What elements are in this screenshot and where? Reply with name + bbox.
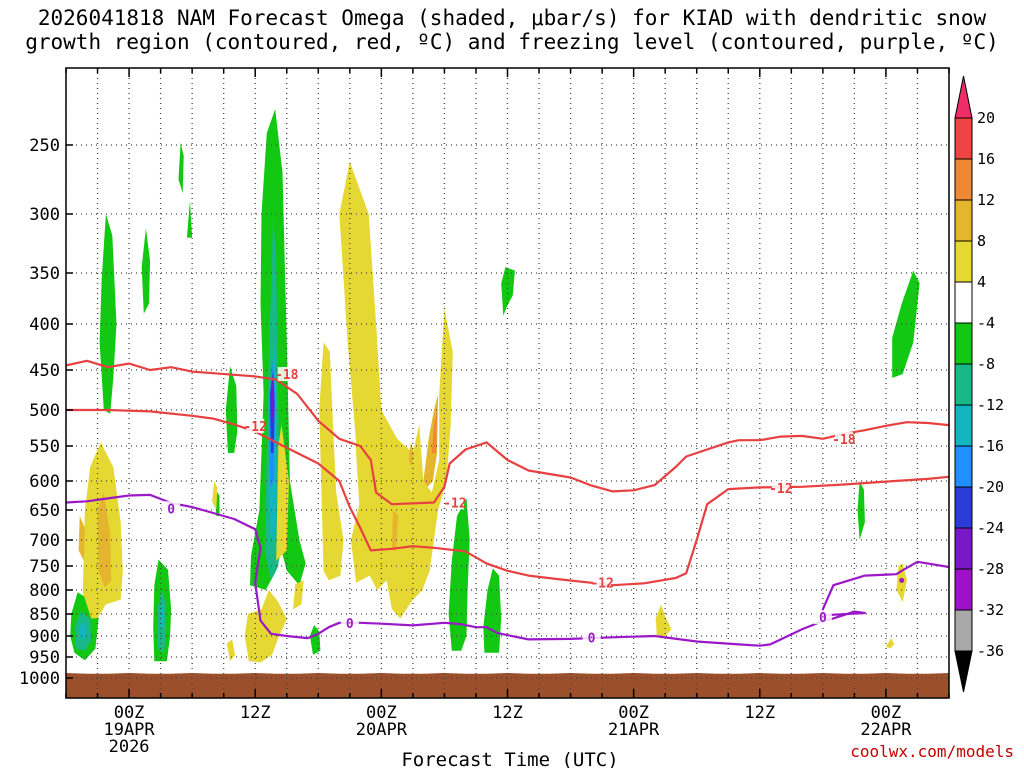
y-tick-label-400: 400 [29, 315, 60, 335]
colorbar-swatch-8 [955, 446, 972, 487]
colorbar-swatch-1 [955, 159, 972, 200]
y-tick-label-250: 250 [29, 136, 60, 156]
y-tick-label-500: 500 [29, 401, 60, 421]
colorbar-swatch-6 [955, 364, 972, 405]
y-tick-label-850: 850 [29, 605, 60, 625]
contour-label-1-3: -12 [769, 482, 792, 497]
x-axis-title: Forecast Time (UTC) [401, 749, 618, 768]
contour-label-1-2: -12 [590, 576, 613, 591]
colorbar-label-3: 8 [977, 232, 986, 250]
colorbar-swatch-0 [955, 118, 972, 159]
contour-label-2-3: 0 [819, 611, 827, 626]
x-tick-label-78-1: 22APR [860, 720, 912, 740]
contour-label-0-0: -18 [275, 368, 299, 383]
contour-label-1-0: -12 [243, 420, 266, 435]
contour-label-1-1: -12 [443, 496, 466, 511]
y-tick-label-300: 300 [29, 205, 60, 225]
colorbar-label-8: -16 [977, 437, 1004, 455]
colorbar-label-1: 16 [977, 150, 995, 168]
contour-label-2-1: 0 [346, 617, 354, 632]
y-tick-label-1000: 1000 [19, 669, 60, 689]
colorbar-swatch-10 [955, 528, 972, 569]
y-tick-label-750: 750 [29, 557, 60, 577]
colorbar-swatch-7 [955, 405, 972, 446]
colorbar: 20 16 12 8 4 -4 -8 -12 -16 -20 -24 -28 -32 -36 [955, 76, 1004, 692]
y-tick-label-450: 450 [29, 361, 60, 381]
y-tick-label-950: 950 [29, 648, 60, 668]
colorbar-swatch-3 [955, 241, 972, 282]
colorbar-label-12: -32 [977, 601, 1004, 619]
y-tick-label-350: 350 [29, 264, 60, 284]
colorbar-swatch-5 [955, 323, 972, 364]
colorbar-swatch-2 [955, 200, 972, 241]
y-tick-label-650: 650 [29, 501, 60, 521]
colorbar-swatch-4 [955, 282, 972, 323]
colorbar-label-11: -28 [977, 560, 1004, 578]
colorbar-label-4: 4 [977, 273, 986, 291]
colorbar-label-9: -20 [977, 478, 1004, 496]
contour-label-2-0: 0 [167, 502, 175, 517]
y-tick-label-700: 700 [29, 531, 60, 551]
contour-label-2-2: 0 [588, 631, 596, 646]
colorbar-label-6: -8 [977, 355, 995, 373]
x-tick-label-18-0: 12Z [240, 703, 271, 723]
colorbar-label-2: 12 [977, 191, 995, 209]
y-tick-label-550: 550 [29, 437, 60, 457]
colorbar-swatch-12 [955, 610, 972, 651]
colorbar-label-0: 20 [977, 109, 995, 127]
y-axis-labels: 2503003504004505005506006507007508008509… [19, 136, 60, 689]
x-tick-label-30-1: 20APR [356, 720, 408, 740]
x-tick-label-54-1: 21APR [608, 720, 660, 740]
y-tick-label-900: 900 [29, 627, 60, 647]
colorbar-swatch-11 [955, 569, 972, 610]
y-tick-label-800: 800 [29, 581, 60, 601]
y-tick-label-600: 600 [29, 472, 60, 492]
colorbar-label-5: -4 [977, 314, 995, 332]
watermark: coolwx.com/models [850, 742, 1014, 761]
colorbar-top-arrow [955, 76, 972, 118]
contour-label-0-1: -18 [832, 433, 856, 448]
x-tick-label-66-0: 12Z [744, 703, 775, 723]
x-tick-label-42-0: 12Z [492, 703, 523, 723]
colorbar-label-10: -24 [977, 519, 1004, 537]
colorbar-label-7: -12 [977, 396, 1004, 414]
colorbar-bottom-arrow [955, 651, 972, 692]
freezing-level-point [899, 578, 904, 583]
x-tick-label-6-2: 2026 [109, 737, 150, 757]
colorbar-label-13: -36 [977, 642, 1004, 660]
colorbar-swatch-9 [955, 487, 972, 528]
